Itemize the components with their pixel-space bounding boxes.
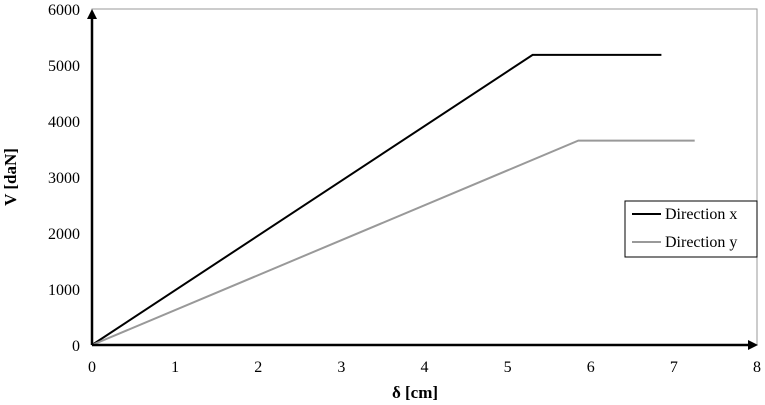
x-tick-label: 0 xyxy=(88,359,96,376)
x-tick-labels: 0 1 2 3 4 5 6 7 8 xyxy=(88,359,761,376)
legend-box xyxy=(624,200,758,258)
legend-label-direction-y: Direction y xyxy=(665,234,737,251)
x-axis-label: δ [cm] xyxy=(392,383,438,402)
y-tick-label: 2000 xyxy=(48,226,80,243)
y-tick-labels: 0 1000 2000 3000 4000 5000 6000 xyxy=(48,2,80,355)
y-tick-label: 1000 xyxy=(48,282,80,299)
x-tick-label: 3 xyxy=(337,359,345,376)
x-tick-label: 5 xyxy=(504,359,512,376)
x-tick-label: 2 xyxy=(254,359,262,376)
y-tick-label: 4000 xyxy=(48,114,80,131)
series-line-direction-x xyxy=(91,53,662,346)
y-axis-label: V [daN] xyxy=(1,148,20,206)
y-tick-label: 3000 xyxy=(48,170,80,187)
x-tick-label: 4 xyxy=(421,359,429,376)
legend-label-direction-x: Direction x xyxy=(665,206,737,223)
x-tick-label: 6 xyxy=(587,359,595,376)
x-axis-arrow xyxy=(748,340,758,350)
x-tick-label: 7 xyxy=(670,359,678,376)
plot-area-frame xyxy=(91,8,758,346)
x-tick-label: 1 xyxy=(171,359,179,376)
legend: Direction x Direction y xyxy=(624,200,758,258)
series-line-direction-y xyxy=(91,139,695,346)
x-tick-label: 8 xyxy=(753,359,761,376)
y-tick-label: 6000 xyxy=(48,2,80,19)
y-tick-label: 5000 xyxy=(48,58,80,75)
series-layer xyxy=(91,53,695,346)
y-axis-arrow xyxy=(87,9,97,19)
y-tick-label: 0 xyxy=(72,338,80,355)
